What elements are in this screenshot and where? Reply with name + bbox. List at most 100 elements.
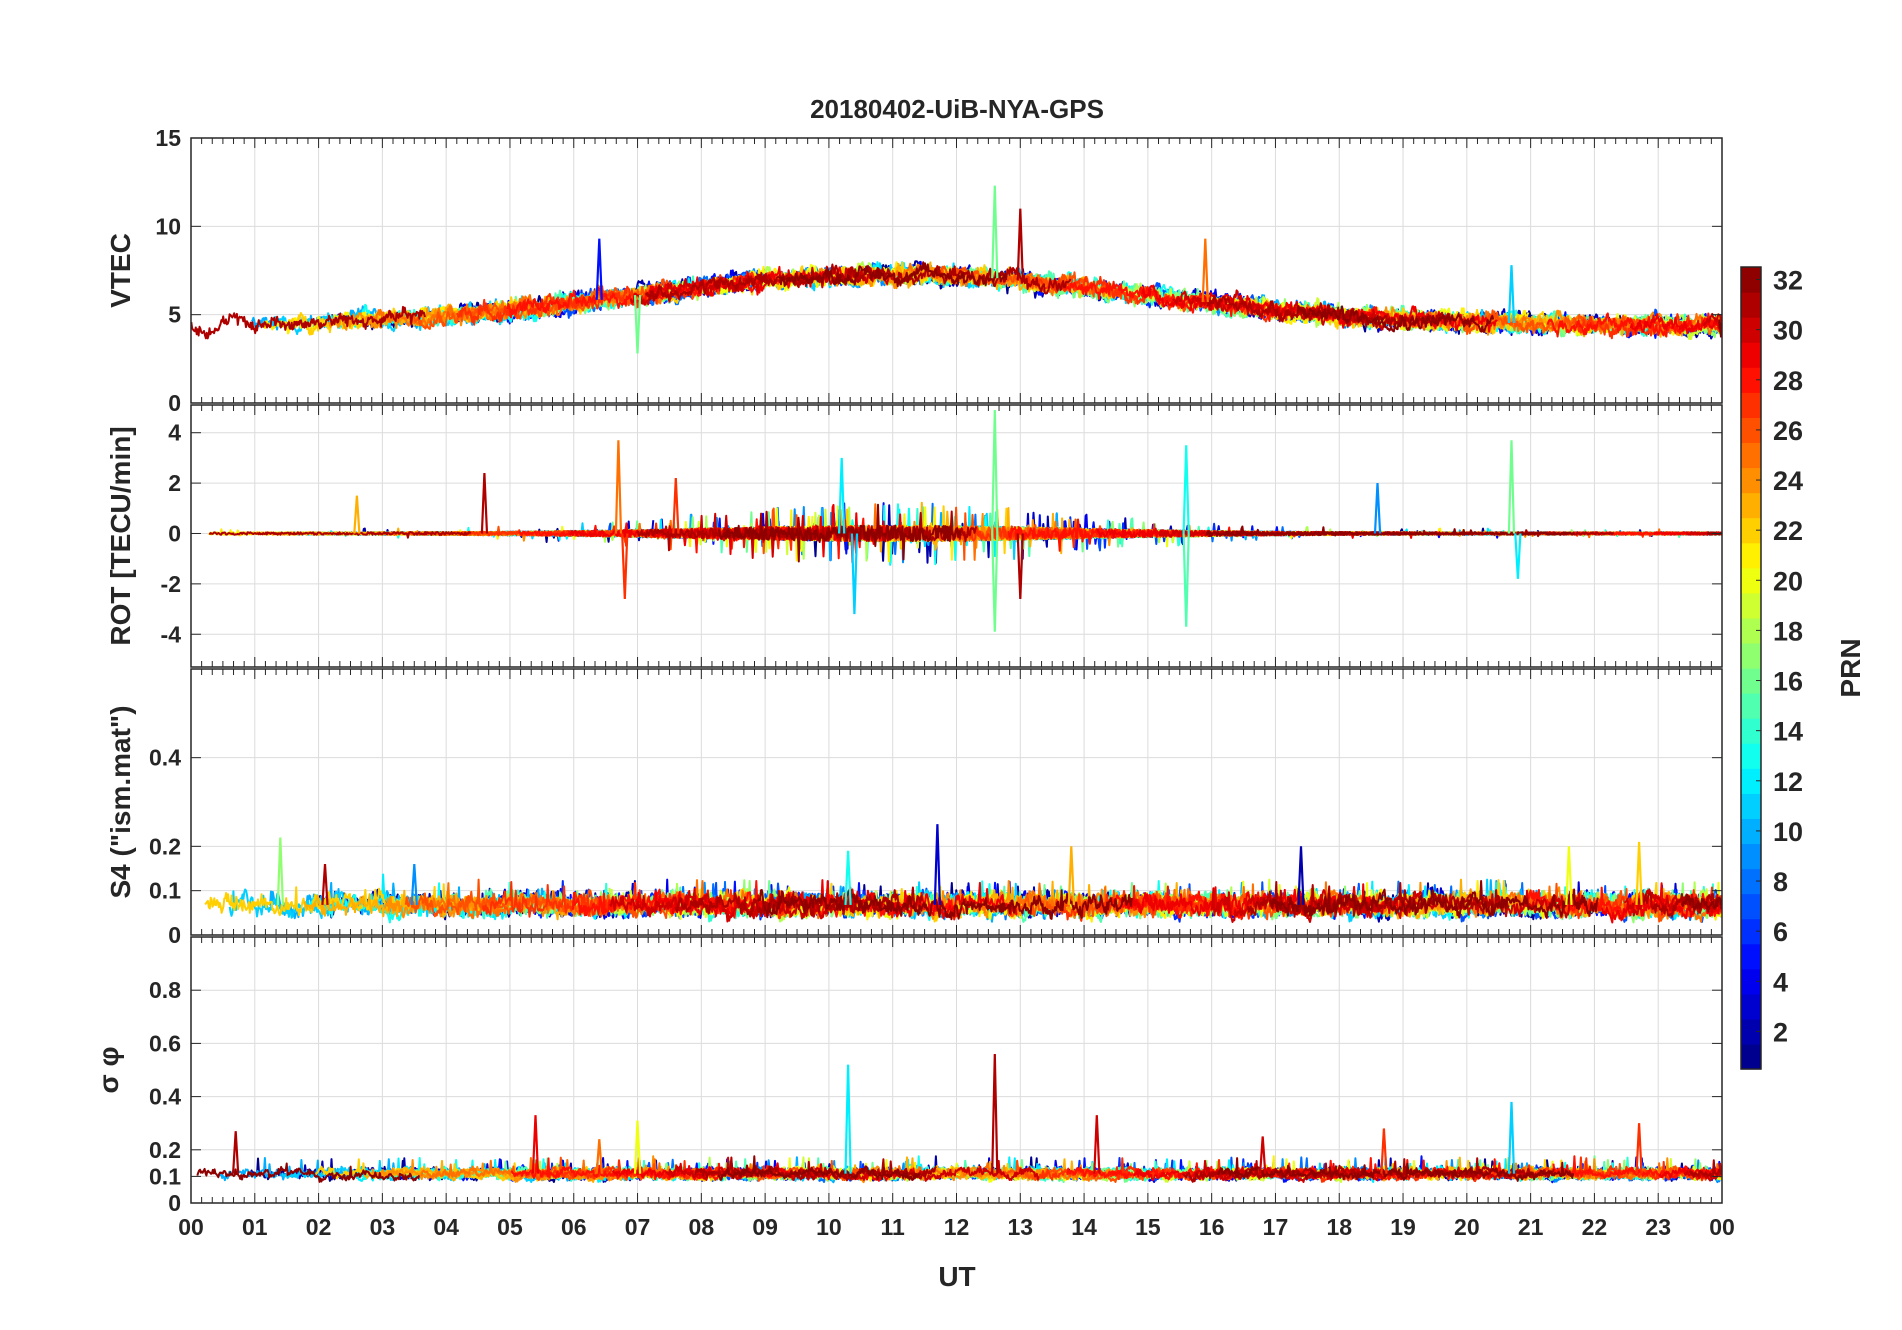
rot-spike-3 (621, 533, 629, 600)
rot-ylabel: ROT [TECU/min] (105, 426, 136, 645)
colorbar-segment-3 (1741, 993, 1761, 1020)
colorbar-tick-label: 4 (1773, 967, 1788, 997)
s4-spike-6 (844, 850, 852, 905)
x-tick-label: 04 (433, 1214, 459, 1240)
s4-track-prn32 (1268, 880, 1599, 919)
colorbar-segment-25 (1741, 442, 1761, 469)
vtec-spike-3 (595, 238, 603, 300)
rot-ytick-label: 2 (168, 470, 181, 496)
sigma_phi-ytick-label: 0.1 (149, 1163, 181, 1189)
s4-track-prn31 (1637, 891, 1722, 918)
panel-sigma_phi: 00.10.2 0.4 0.6 0.8 σ φ (93, 936, 1723, 1216)
colorbar-tick-label: 24 (1773, 466, 1803, 496)
colorbar-tick-label: 12 (1773, 767, 1803, 797)
s4-track-prn30 (1623, 888, 1722, 917)
chart-title: 20180402-UiB-NYA-GPS (810, 94, 1104, 124)
sigma_phi-spike-3 (531, 1115, 540, 1174)
rot-spike-9 (850, 533, 859, 615)
rot-track-prn32 (1205, 525, 1575, 538)
sigma_phi-ytick-label: 0 (168, 1190, 181, 1216)
x-tick-label: 03 (370, 1214, 396, 1240)
colorbar-segment-16 (1741, 668, 1761, 694)
sigma_phi-spike-2 (1507, 1101, 1516, 1174)
sigma_phi-spike-10 (595, 1139, 603, 1174)
colorbar-segment-9 (1741, 843, 1761, 870)
colorbar-frame (1740, 266, 1762, 1070)
rot-spike-11 (1016, 533, 1024, 600)
rot-spike-14 (353, 495, 361, 534)
rot-spike-1 (991, 533, 999, 632)
x-tick-label: 17 (1263, 1214, 1289, 1240)
s4-spike-0 (933, 824, 941, 905)
x-tick-label: 06 (561, 1214, 587, 1240)
vtec-spike-5 (633, 295, 642, 354)
colorbar-tick-label: 2 (1773, 1017, 1788, 1047)
sigma_phi-track-prn32 (717, 1155, 922, 1181)
rot-track-prn31 (208, 531, 472, 539)
colorbar-tick-label: 6 (1773, 917, 1788, 947)
vtec-spike-0 (991, 185, 999, 279)
s4-series (204, 824, 1722, 924)
x-tick-label: 11 (881, 1214, 906, 1240)
x-tick-label: 00 (1709, 1214, 1735, 1240)
s4-spike-7 (321, 864, 329, 905)
s4-track-prn26 (404, 878, 686, 920)
colorbar-segment-20 (1741, 567, 1761, 594)
s4-spike-3 (1297, 846, 1305, 905)
x-tick-label: 15 (1135, 1214, 1161, 1240)
colorbar-segment-8 (1741, 868, 1761, 895)
s4-ytick-label: 0 (168, 922, 181, 948)
sigma_phi-spike-0 (991, 1053, 999, 1174)
rot-spike-13 (1373, 483, 1382, 534)
sigma_phi-spike-7 (1380, 1128, 1388, 1174)
vtec-spike-2 (1201, 238, 1209, 303)
vtec-ylabel: VTEC (105, 233, 136, 308)
colorbar-segment-1 (1741, 1043, 1761, 1070)
colorbar-segment-12 (1741, 768, 1761, 794)
panel-rot: -4 -2 0 2 4 ROT [TECU/min] (105, 404, 1723, 668)
rot-ytick-label: -2 (161, 571, 181, 597)
rot-spike-4 (1182, 445, 1190, 534)
colorbar-segment-19 (1741, 592, 1761, 619)
x-tick-label: 10 (816, 1214, 842, 1240)
vtec-track-prn29 (1629, 313, 1722, 335)
colorbar-segment-15 (1741, 693, 1761, 719)
x-tick-label: 16 (1199, 1214, 1225, 1240)
vtec-track-prn32 (779, 261, 1008, 288)
rot-spike-7 (1514, 533, 1522, 579)
colorbar-tick-label: 28 (1773, 366, 1803, 396)
sigma_phi-series (196, 1053, 1722, 1184)
colorbar-tick-label: 10 (1773, 817, 1803, 847)
sigma_phi-spike-1 (844, 1064, 852, 1174)
s4-spike-8 (410, 864, 418, 905)
rot-ytick-label: -4 (161, 621, 182, 647)
rot-spike-0 (991, 409, 999, 534)
vtec-ytick-label: 5 (168, 302, 181, 328)
s4-ytick-label: 0.2 (149, 833, 181, 859)
colorbar-segment-29 (1741, 342, 1761, 368)
sigma_phi-spike-8 (232, 1131, 240, 1174)
sigma_phi-spike-5 (1635, 1123, 1643, 1174)
vtec-ytick-label: 0 (168, 390, 181, 416)
colorbar-segment-23 (1741, 492, 1761, 519)
rot-ytick-label: 0 (168, 520, 181, 546)
colorbar-segment-31 (1741, 292, 1761, 318)
x-tick-label: 07 (625, 1214, 651, 1240)
colorbar-segment-24 (1741, 467, 1761, 494)
sigma_phi-spike-9 (1259, 1136, 1267, 1174)
rot-spike-12 (672, 478, 680, 534)
sigma_phi-track-prn32 (196, 1162, 421, 1183)
vtec-series (191, 185, 1722, 354)
colorbar-tick-label: 14 (1773, 717, 1803, 747)
colorbar-segment-28 (1741, 367, 1761, 393)
colorbar-segment-32 (1741, 267, 1761, 293)
colorbar-tick-label: 22 (1773, 516, 1803, 546)
s4-ytick-label: 0.4 (149, 745, 181, 771)
colorbar-tick-label: 16 (1773, 667, 1803, 697)
x-tick-label: 09 (752, 1214, 778, 1240)
vtec-spike-1 (1016, 208, 1024, 281)
x-tick-label: 08 (689, 1214, 715, 1240)
s4-spike-5 (1565, 846, 1573, 905)
colorbar-tick-label: 18 (1773, 616, 1803, 646)
